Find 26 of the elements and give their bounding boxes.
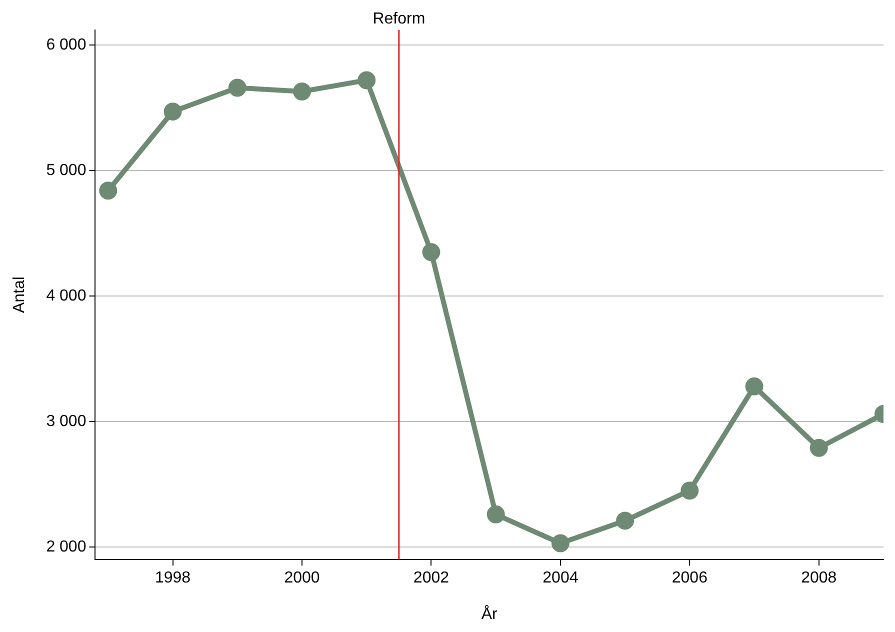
point <box>745 377 764 396</box>
y-tick-label: 6 000 <box>46 36 86 54</box>
y-tick-label: 2 000 <box>46 538 86 556</box>
x-tick-label: 2004 <box>542 570 578 587</box>
x-axis-title: År <box>481 604 498 623</box>
point <box>164 102 182 121</box>
y-tick-label: 5 000 <box>46 162 86 179</box>
y-tick-label: 4 000 <box>46 287 86 304</box>
x-tick-label: 2006 <box>672 570 708 587</box>
y-axis-title: Antal <box>11 276 28 314</box>
y-tick-label: 3 000 <box>46 412 86 430</box>
point <box>680 482 699 500</box>
point <box>99 182 118 200</box>
point <box>810 438 828 457</box>
point <box>228 78 246 97</box>
point <box>292 82 311 100</box>
point <box>486 505 505 524</box>
point <box>616 512 634 530</box>
ref-line-label: Reform <box>372 10 426 28</box>
x-tick-label: 1998 <box>154 570 191 587</box>
point <box>422 243 440 262</box>
x-tick-label: 2008 <box>801 570 837 587</box>
x-tick-label: 2002 <box>413 570 450 587</box>
x-tick-label: 2000 <box>284 570 320 587</box>
point <box>358 71 376 90</box>
point <box>551 534 570 552</box>
